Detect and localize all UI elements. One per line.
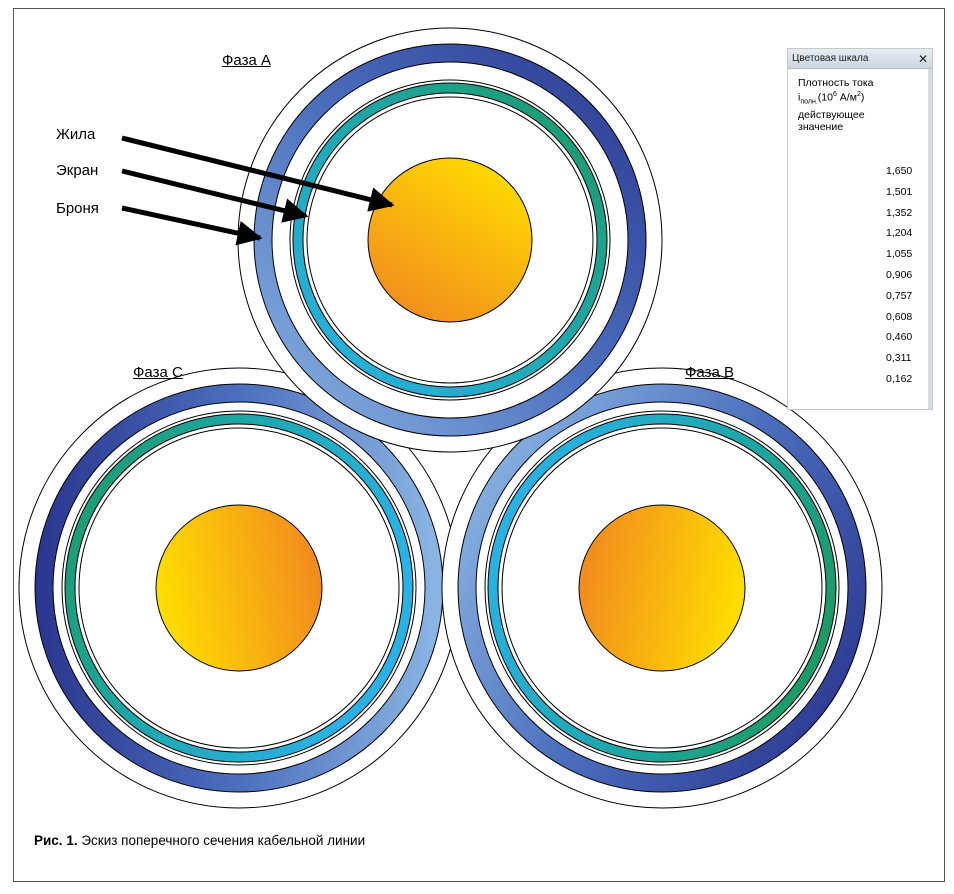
scale-value-label: 1,055: [886, 248, 912, 260]
scale-value-label: 0,311: [886, 352, 912, 364]
close-icon[interactable]: ✕: [918, 49, 928, 69]
scale-value-label: 1,352: [886, 207, 912, 219]
caption-line-2: iполн.(106 A/м2): [798, 89, 926, 109]
caption-line-3: действующее: [798, 109, 926, 121]
phase-c-label: Фаза С: [133, 364, 183, 381]
figure-caption-number: Рис. 1.: [34, 833, 78, 848]
scale-value-label: 1,501: [886, 186, 912, 198]
scale-value-label: 0,460: [886, 331, 912, 343]
caption-line-1: Плотность тока: [798, 77, 926, 89]
caption-rest1: (10: [818, 92, 833, 104]
scale-value-label: 0,162: [886, 373, 912, 385]
figure-caption-text: Эскиз поперечного сечения кабельной лини…: [78, 833, 366, 848]
color-scale-title: Цветовая шкала: [792, 53, 868, 64]
color-scale-panel: Цветовая шкала ✕ Плотность тока iполн.(1…: [787, 48, 933, 410]
panel-edge: [928, 69, 932, 409]
phase-b-label: Фаза В: [685, 364, 734, 381]
screen-label: Экран: [56, 162, 98, 179]
scale-value-label: 0,608: [886, 311, 912, 323]
caption-line-4: значение: [798, 121, 926, 133]
phase-a-label: Фаза А: [222, 52, 271, 69]
caption-rest2: A/м: [837, 92, 857, 104]
caption-rest3: ): [861, 92, 865, 104]
scale-value-label: 1,204: [886, 227, 912, 239]
figure-caption: Рис. 1. Эскиз поперечного сечения кабель…: [34, 833, 365, 848]
color-scale-titlebar: Цветовая шкала ✕: [788, 49, 932, 69]
cable-phase-a: [238, 28, 662, 452]
scale-value-label: 0,757: [886, 290, 912, 302]
color-scale-caption: Плотность тока iполн.(106 A/м2) действую…: [798, 77, 926, 133]
scale-value-label: 1,650: [886, 165, 912, 177]
caption-sub: полн.: [800, 99, 817, 106]
scale-value-label: 0,906: [886, 269, 912, 281]
core-label: Жила: [56, 126, 95, 143]
armor-label: Броня: [56, 200, 99, 217]
